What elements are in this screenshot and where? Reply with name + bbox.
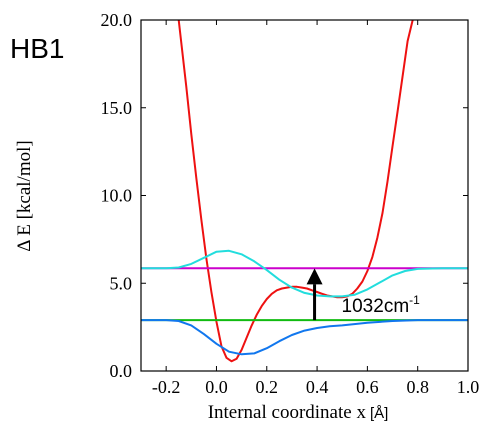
transition-arrow-head	[306, 268, 323, 285]
y-tick-label: 5.0	[110, 273, 133, 293]
panel-label: HB1	[10, 33, 64, 64]
y-axis: 0.0 5.0 10.0 15.0 20.0	[101, 10, 468, 381]
x-axis: -0.2 0.0 0.2 0.4 0.6 0.8 1.0	[152, 20, 479, 397]
frequency-label: 1032cm-1	[342, 293, 421, 317]
y-tick-label: 0.0	[110, 361, 133, 381]
series-line-1	[177, 20, 414, 363]
x-tick-label: 0.0	[205, 377, 228, 397]
x-axis-label: Internal coordinate x [Å]	[208, 402, 389, 423]
x-tick-label: 0.4	[306, 377, 329, 397]
x-axis-label-main: Internal coordinate x	[208, 402, 367, 423]
series-line-4	[141, 249, 468, 298]
y-axis-label: Δ E [kcal/mol]	[14, 140, 35, 251]
annotation-layer: 1032cm-1	[306, 268, 421, 321]
plot-frame	[140, 19, 469, 372]
y-tick-label: 15.0	[101, 98, 133, 118]
series-line-5	[141, 319, 468, 356]
x-tick-label: 0.2	[256, 377, 279, 397]
x-axis-label-unit: [Å]	[370, 405, 388, 422]
y-tick-label: 10.0	[101, 186, 133, 206]
series-layer	[141, 20, 468, 363]
y-tick-label: 20.0	[101, 10, 133, 30]
x-tick-label: 0.8	[406, 377, 429, 397]
frequency-unit-superscript: -1	[409, 293, 420, 307]
x-tick-label: 1.0	[457, 377, 480, 397]
x-tick-label: 0.6	[356, 377, 379, 397]
x-tick-label: -0.2	[152, 377, 181, 397]
frequency-value: 1032cm	[342, 296, 410, 317]
